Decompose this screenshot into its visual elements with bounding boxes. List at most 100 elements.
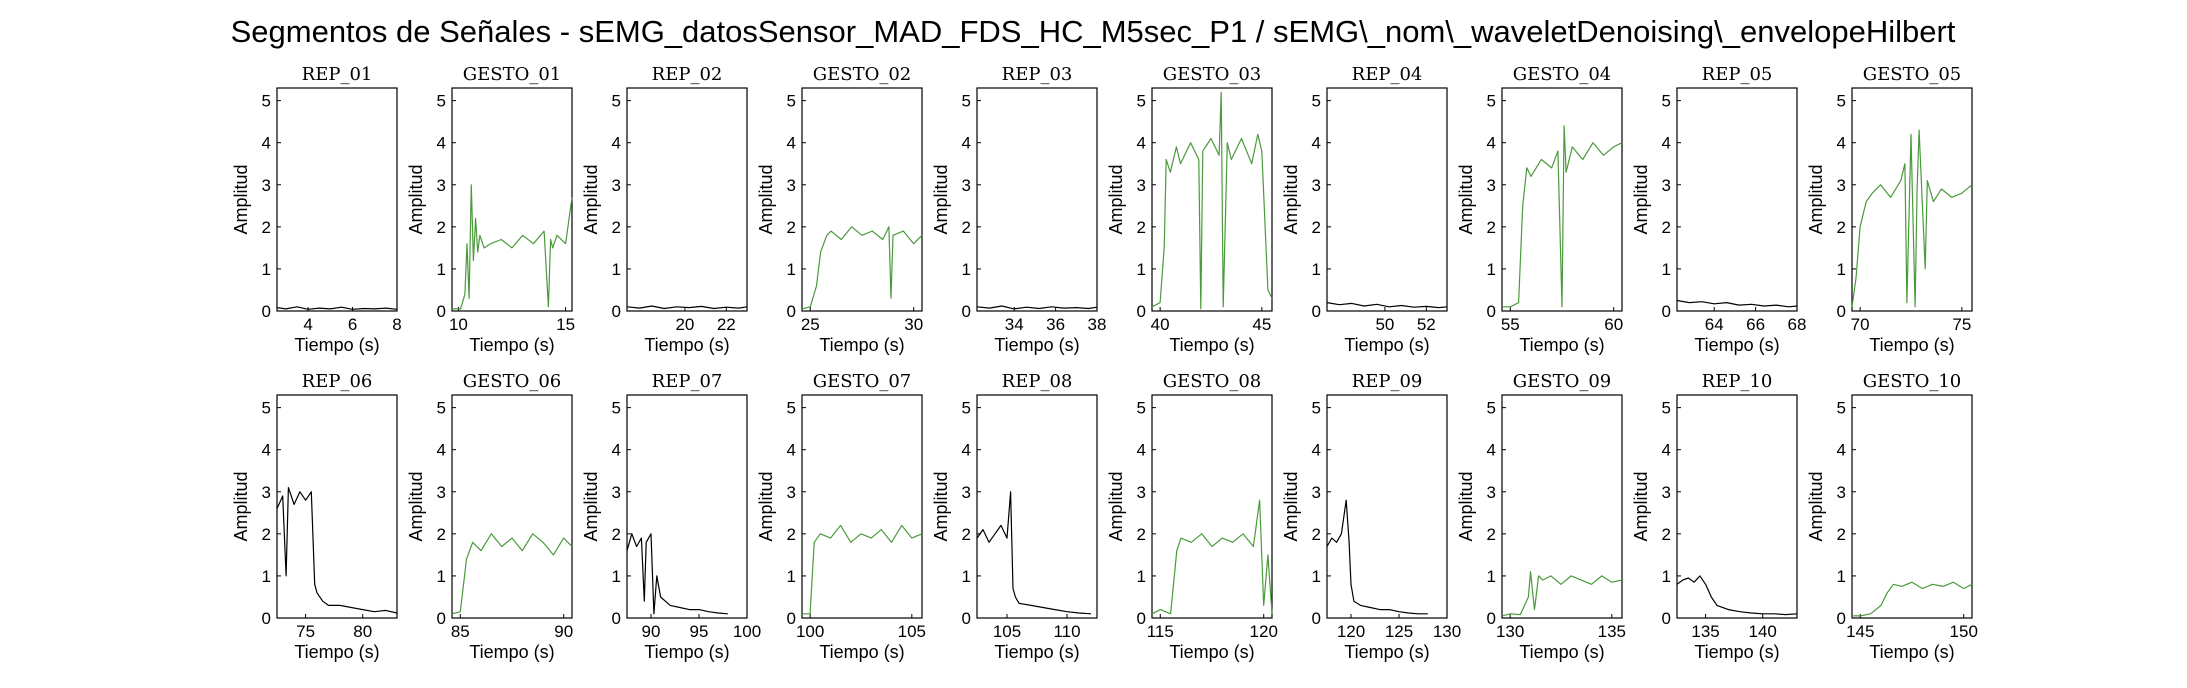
- x-tick-label: 150: [1950, 622, 1978, 641]
- x-tick-label: 95: [690, 622, 709, 641]
- y-tick-label: 5: [1487, 399, 1496, 418]
- x-axis-label: Tiempo (s): [294, 642, 379, 662]
- subplot-title: GESTO_01: [463, 64, 562, 85]
- y-tick-label: 0: [1137, 302, 1146, 321]
- y-tick-label: 3: [1312, 176, 1321, 195]
- signal-line: [276, 487, 398, 614]
- y-tick-label: 0: [1837, 302, 1846, 321]
- y-tick-label: 5: [612, 399, 621, 418]
- y-tick-label: 2: [1837, 525, 1846, 544]
- plot-area: [976, 394, 1098, 619]
- y-tick-label: 0: [1312, 609, 1321, 628]
- y-tick-label: 0: [1837, 609, 1846, 628]
- y-tick-label: 0: [262, 302, 271, 321]
- plot-area: [1151, 87, 1273, 312]
- y-tick-label: 0: [1487, 609, 1496, 628]
- y-tick-label: 5: [1312, 399, 1321, 418]
- y-tick-label: 5: [962, 92, 971, 111]
- plot-area: [1326, 87, 1448, 312]
- plot-area: [276, 394, 398, 619]
- y-tick-label: 2: [787, 525, 796, 544]
- subplot-title: REP_01: [302, 64, 373, 85]
- y-tick-label: 4: [1137, 441, 1146, 460]
- y-tick-label: 3: [787, 176, 796, 195]
- x-tick-label: 145: [1846, 622, 1874, 641]
- plot-area: [276, 87, 398, 312]
- x-axis-label: Tiempo (s): [1869, 642, 1954, 662]
- x-tick-label: 38: [1088, 315, 1107, 334]
- x-axis-label: Tiempo (s): [469, 335, 554, 355]
- plot-area: [1676, 87, 1798, 312]
- y-tick-label: 2: [1662, 218, 1671, 237]
- y-tick-label: 1: [962, 260, 971, 279]
- plot-area: [976, 87, 1098, 312]
- y-tick-label: 1: [962, 567, 971, 586]
- x-tick-label: 6: [348, 315, 357, 334]
- x-tick-label: 100: [733, 622, 761, 641]
- x-tick-label: 34: [1005, 315, 1024, 334]
- y-tick-label: 1: [787, 567, 796, 586]
- x-axis-label: Tiempo (s): [1869, 335, 1954, 355]
- x-tick-label: 55: [1501, 315, 1520, 334]
- x-axis-label: Tiempo (s): [994, 642, 1079, 662]
- y-tick-label: 4: [612, 134, 621, 153]
- plot-area: [801, 394, 923, 619]
- x-tick-label: 25: [801, 315, 820, 334]
- y-tick-label: 2: [437, 525, 446, 544]
- y-tick-label: 2: [1662, 525, 1671, 544]
- y-tick-label: 4: [437, 441, 446, 460]
- subplot-title: GESTO_02: [813, 64, 912, 85]
- x-axis-label: Tiempo (s): [1169, 335, 1254, 355]
- y-tick-label: 5: [1837, 92, 1846, 111]
- y-tick-label: 5: [437, 399, 446, 418]
- y-tick-label: 1: [787, 260, 796, 279]
- y-tick-label: 2: [962, 525, 971, 544]
- y-axis-label: Amplitud: [931, 471, 951, 541]
- y-tick-label: 4: [1312, 134, 1321, 153]
- y-tick-label: 0: [1662, 609, 1671, 628]
- y-tick-label: 2: [1837, 218, 1846, 237]
- y-tick-label: 3: [1487, 483, 1496, 502]
- x-axis-label: Tiempo (s): [1694, 642, 1779, 662]
- x-tick-label: 40: [1151, 315, 1170, 334]
- y-tick-label: 2: [1312, 218, 1321, 237]
- x-axis-label: Tiempo (s): [1344, 335, 1429, 355]
- y-tick-label: 0: [612, 302, 621, 321]
- y-axis-label: Amplitud: [581, 164, 601, 234]
- signal-line: [1326, 499, 1428, 615]
- y-tick-label: 0: [1137, 609, 1146, 628]
- subplot-title: REP_08: [1002, 371, 1073, 392]
- subplot-title: GESTO_04: [1513, 64, 1612, 85]
- x-tick-label: 90: [554, 622, 573, 641]
- y-tick-label: 0: [787, 302, 796, 321]
- subplot-title: REP_05: [1702, 64, 1773, 85]
- y-tick-label: 4: [787, 134, 796, 153]
- subplot-title: REP_09: [1352, 371, 1423, 392]
- y-axis-label: Amplitud: [406, 471, 426, 541]
- y-tick-label: 1: [1837, 260, 1846, 279]
- y-tick-label: 5: [1837, 399, 1846, 418]
- y-tick-label: 4: [962, 134, 971, 153]
- y-axis-label: Amplitud: [231, 471, 251, 541]
- y-tick-label: 2: [787, 218, 796, 237]
- y-tick-label: 0: [1662, 302, 1671, 321]
- x-tick-label: 85: [451, 622, 470, 641]
- signal-line: [801, 226, 923, 310]
- x-tick-label: 75: [296, 622, 315, 641]
- y-tick-label: 4: [1137, 134, 1146, 153]
- x-axis-label: Tiempo (s): [994, 335, 1079, 355]
- y-axis-label: Amplitud: [1631, 164, 1651, 234]
- signal-line: [802, 524, 923, 615]
- y-tick-label: 3: [1662, 176, 1671, 195]
- x-tick-label: 130: [1433, 622, 1461, 641]
- x-tick-label: 80: [353, 622, 372, 641]
- y-tick-label: 1: [1487, 567, 1496, 586]
- signal-line: [1676, 299, 1798, 308]
- subplot-title: REP_02: [652, 64, 723, 85]
- x-tick-label: 50: [1375, 315, 1394, 334]
- x-tick-label: 90: [642, 622, 661, 641]
